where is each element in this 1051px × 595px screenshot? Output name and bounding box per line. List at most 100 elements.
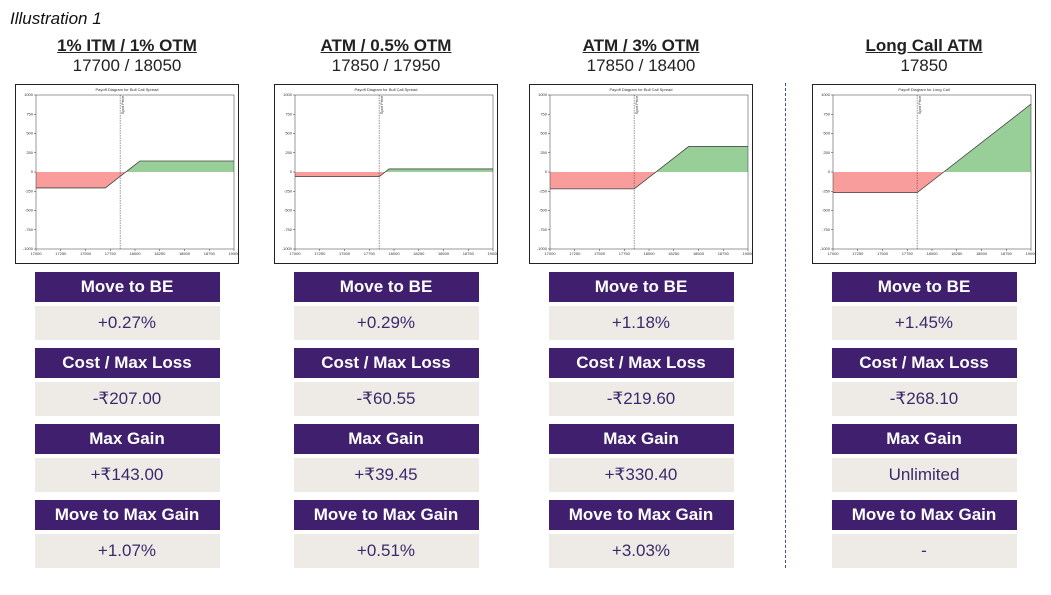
y-tick-label: 1000	[538, 92, 548, 97]
y-tick-label: 0	[545, 169, 548, 174]
metric-label: Move to BE	[34, 272, 220, 302]
plot-frame	[294, 94, 494, 250]
spot-label: Spot Price	[634, 95, 639, 114]
y-tick-label: 750	[285, 111, 292, 116]
x-tick-label: 18250	[154, 251, 166, 256]
metric-label: Move to Max Gain	[293, 500, 479, 530]
profit-area	[550, 146, 748, 172]
x-tick-label: 17250	[852, 251, 864, 256]
y-tick-label: -250	[822, 188, 831, 193]
x-tick-label: 18750	[1001, 251, 1013, 256]
x-tick-label: 17000	[544, 251, 556, 256]
x-tick-label: 18750	[204, 251, 216, 256]
metric-label: Max Gain	[831, 424, 1017, 454]
x-tick-label: 17000	[827, 251, 839, 256]
payoff-line	[550, 146, 748, 190]
y-tick-label: -500	[25, 208, 34, 213]
metric-value: +₹330.40	[548, 458, 734, 492]
y-tick-label: 1000	[24, 92, 34, 97]
x-tick-label: 18750	[463, 251, 475, 256]
loss-area	[295, 172, 493, 177]
y-tick-label: -1000	[23, 246, 34, 251]
y-tick-label: 500	[823, 131, 830, 136]
x-tick-label: 17750	[619, 251, 631, 256]
x-tick-label: 18000	[643, 251, 655, 256]
x-tick-label: 18500	[438, 251, 450, 256]
metric-value: +0.51%	[293, 534, 479, 568]
panel-strikes: 17850 / 18400	[586, 56, 696, 75]
metric-label: Cost / Max Loss	[831, 348, 1017, 378]
x-tick-label: 18250	[413, 251, 425, 256]
spot-label: Spot Price	[917, 95, 922, 114]
plot-frame	[832, 94, 1032, 250]
metric-value: +0.27%	[34, 306, 220, 340]
y-tick-label: 500	[26, 131, 33, 136]
metric-value: +0.29%	[293, 306, 479, 340]
metric: Move to Max Gain +1.07%	[34, 500, 220, 568]
payoff-chart: Payoff Diagram for Bull Call Spread -1000…	[274, 84, 498, 264]
illustration-label: Illustration 1	[10, 9, 102, 28]
metric-label: Move to BE	[831, 272, 1017, 302]
y-tick-label: -750	[539, 227, 548, 232]
chart-title: Payoff Diagram for Bull Call Spread	[95, 87, 158, 92]
x-tick-label: 18250	[951, 251, 963, 256]
y-tick-label: -750	[822, 227, 831, 232]
x-tick-label: 18750	[718, 251, 730, 256]
y-tick-label: 250	[823, 150, 830, 155]
y-tick-label: 1000	[283, 92, 293, 97]
x-tick-label: 18000	[129, 251, 141, 256]
plot-frame	[35, 94, 235, 250]
y-tick-label: -750	[25, 227, 34, 232]
y-tick-label: 750	[823, 111, 830, 116]
y-tick-label: -1000	[820, 246, 831, 251]
y-tick-label: -1000	[537, 246, 548, 251]
metric: Cost / Max Loss -₹268.10	[831, 348, 1017, 416]
metric: Move to BE +1.45%	[831, 272, 1017, 340]
payoff-chart: Payoff Diagram for Long Call -1000 -750 -50…	[812, 84, 1036, 264]
metric-value: +1.45%	[831, 306, 1017, 340]
x-tick-label: 18500	[976, 251, 988, 256]
y-tick-label: 250	[26, 150, 33, 155]
x-tick-label: 17500	[80, 251, 92, 256]
metric-value: +₹39.45	[293, 458, 479, 492]
y-tick-label: -500	[822, 208, 831, 213]
y-tick-label: 750	[540, 111, 547, 116]
metric-label: Max Gain	[34, 424, 220, 454]
x-tick-label: 19000	[228, 251, 239, 256]
loss-area	[36, 172, 234, 188]
chart-title: Payoff Diagram for Long Call	[898, 87, 949, 92]
metric-value: +1.07%	[34, 534, 220, 568]
metric: Move to Max Gain -	[831, 500, 1017, 568]
metric-label: Move to BE	[293, 272, 479, 302]
divider	[785, 83, 786, 568]
panel-strikes: 17850 / 17950	[331, 56, 441, 75]
metric: Max Gain +₹330.40	[548, 424, 734, 492]
metric-value: +1.18%	[548, 306, 734, 340]
metric-value: -₹60.55	[293, 382, 479, 416]
y-tick-label: -500	[284, 208, 293, 213]
x-tick-label: 17500	[877, 251, 889, 256]
metric: Cost / Max Loss -₹219.60	[548, 348, 734, 416]
y-tick-label: 0	[828, 169, 831, 174]
x-tick-label: 19000	[487, 251, 498, 256]
metric-value: +3.03%	[548, 534, 734, 568]
panel-title: ATM / 0.5% OTM	[320, 36, 452, 55]
x-tick-label: 18000	[388, 251, 400, 256]
panel: Long Call ATM 17850 Payoff Diagram for Lon…	[804, 36, 1044, 568]
metric-value: -₹219.60	[548, 382, 734, 416]
metric-label: Cost / Max Loss	[293, 348, 479, 378]
metric-label: Move to Max Gain	[831, 500, 1017, 530]
x-tick-label: 17250	[569, 251, 581, 256]
metric: Cost / Max Loss -₹60.55	[293, 348, 479, 416]
loss-area	[833, 172, 1031, 193]
x-tick-label: 17250	[314, 251, 326, 256]
metric-value: -₹268.10	[831, 382, 1017, 416]
metric: Max Gain +₹143.00	[34, 424, 220, 492]
payoff-line	[295, 168, 493, 178]
y-tick-label: 250	[285, 150, 292, 155]
x-tick-label: 18500	[179, 251, 191, 256]
y-tick-label: -250	[539, 188, 548, 193]
panel: ATM / 0.5% OTM 17850 / 17950 Payoff Diagra…	[266, 36, 506, 568]
payoff-line	[36, 160, 234, 189]
